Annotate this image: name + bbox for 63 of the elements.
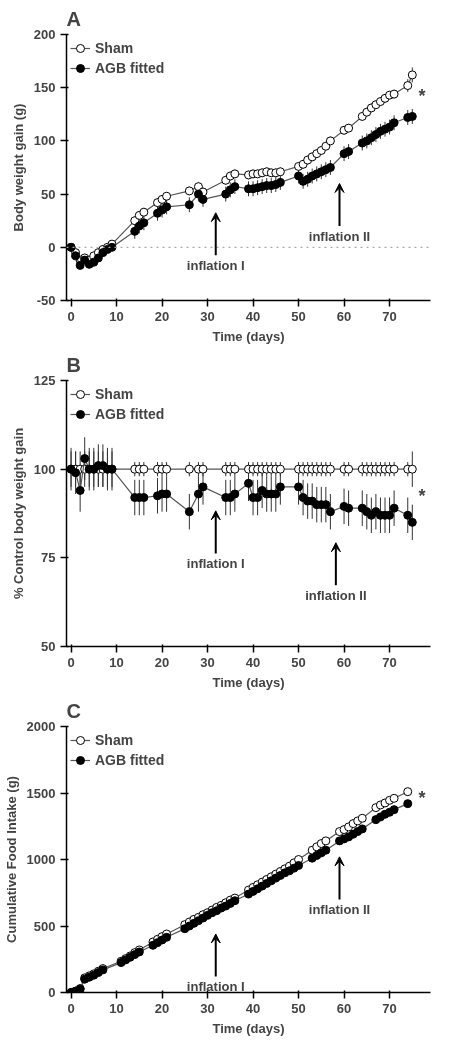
x-tick-label: 10 <box>109 308 124 324</box>
x-tick-label: 0 <box>67 1000 75 1016</box>
x-tick-label: 50 <box>291 1000 306 1016</box>
legend-label: AGB fitted <box>95 60 165 76</box>
chart-title: C <box>66 699 81 722</box>
annotation: inflation I <box>186 556 245 572</box>
chart-title: A <box>66 7 81 30</box>
y-tick-label: 500 <box>33 918 56 934</box>
y-tick-label: 150 <box>33 80 56 96</box>
y-tick-label: 2000 <box>26 719 56 734</box>
x-tick-label: 30 <box>200 654 215 670</box>
y-tick-label: 100 <box>33 461 56 477</box>
legend-label: Sham <box>95 732 134 748</box>
y-tick-label: -50 <box>36 293 56 308</box>
y-tick-label: 50 <box>41 186 56 202</box>
legend-label: AGB fitted <box>95 752 165 768</box>
x-tick-label: 0 <box>67 308 75 324</box>
chart-title: B <box>66 353 81 376</box>
legend-label: Sham <box>95 40 134 56</box>
y-axis-title: Cumulative Food Intake (g) <box>3 776 19 943</box>
x-tick-label: 30 <box>200 1000 215 1016</box>
x-tick-label: 50 <box>291 308 306 324</box>
y-tick-label: 125 <box>33 373 56 388</box>
x-axis-title: Time (days) <box>212 1020 285 1036</box>
x-tick-label: 0 <box>67 654 75 670</box>
y-tick-label: 100 <box>33 133 56 149</box>
y-tick-label: 50 <box>41 639 56 654</box>
annotation: inflation II <box>305 587 367 603</box>
y-tick-label: 1500 <box>26 785 56 801</box>
x-tick-label: 20 <box>154 308 170 324</box>
x-tick-label: 70 <box>382 308 397 324</box>
legend-label: AGB fitted <box>95 406 165 422</box>
x-tick-label: 30 <box>200 308 215 324</box>
y-tick-label: 1000 <box>26 852 56 867</box>
x-tick-label: 20 <box>154 1000 170 1016</box>
annotation: inflation I <box>186 979 245 995</box>
x-axis-title: Time (days) <box>212 328 285 344</box>
x-tick-label: 50 <box>291 654 306 670</box>
x-tick-label: 70 <box>382 1000 397 1016</box>
x-axis-title: Time (days) <box>212 674 285 690</box>
x-tick-label: 60 <box>336 1000 352 1016</box>
annotation: inflation I <box>186 257 245 273</box>
x-tick-label: 60 <box>336 654 352 670</box>
y-tick-label: 75 <box>41 550 56 566</box>
y-tick-label: 0 <box>48 239 56 255</box>
x-tick-label: 60 <box>336 308 352 324</box>
annotation: inflation II <box>308 902 371 918</box>
x-tick-label: 40 <box>245 308 261 324</box>
legend-label: Sham <box>95 386 134 402</box>
x-tick-label: 20 <box>154 654 170 670</box>
x-tick-label: 10 <box>109 654 124 670</box>
x-tick-label: 40 <box>245 654 261 670</box>
y-tick-label: 200 <box>33 27 56 42</box>
annotation: inflation II <box>308 228 371 244</box>
x-tick-label: 40 <box>245 1000 261 1016</box>
annotation: * <box>418 485 426 506</box>
annotation: * <box>418 85 426 106</box>
y-axis-title: Body weight gain (g) <box>10 103 26 232</box>
x-tick-label: 10 <box>109 1000 124 1016</box>
y-tick-label: 0 <box>48 985 56 1000</box>
annotation: * <box>418 787 426 808</box>
y-axis-title: % Control body weight gain <box>10 427 26 600</box>
x-tick-label: 70 <box>382 654 397 670</box>
